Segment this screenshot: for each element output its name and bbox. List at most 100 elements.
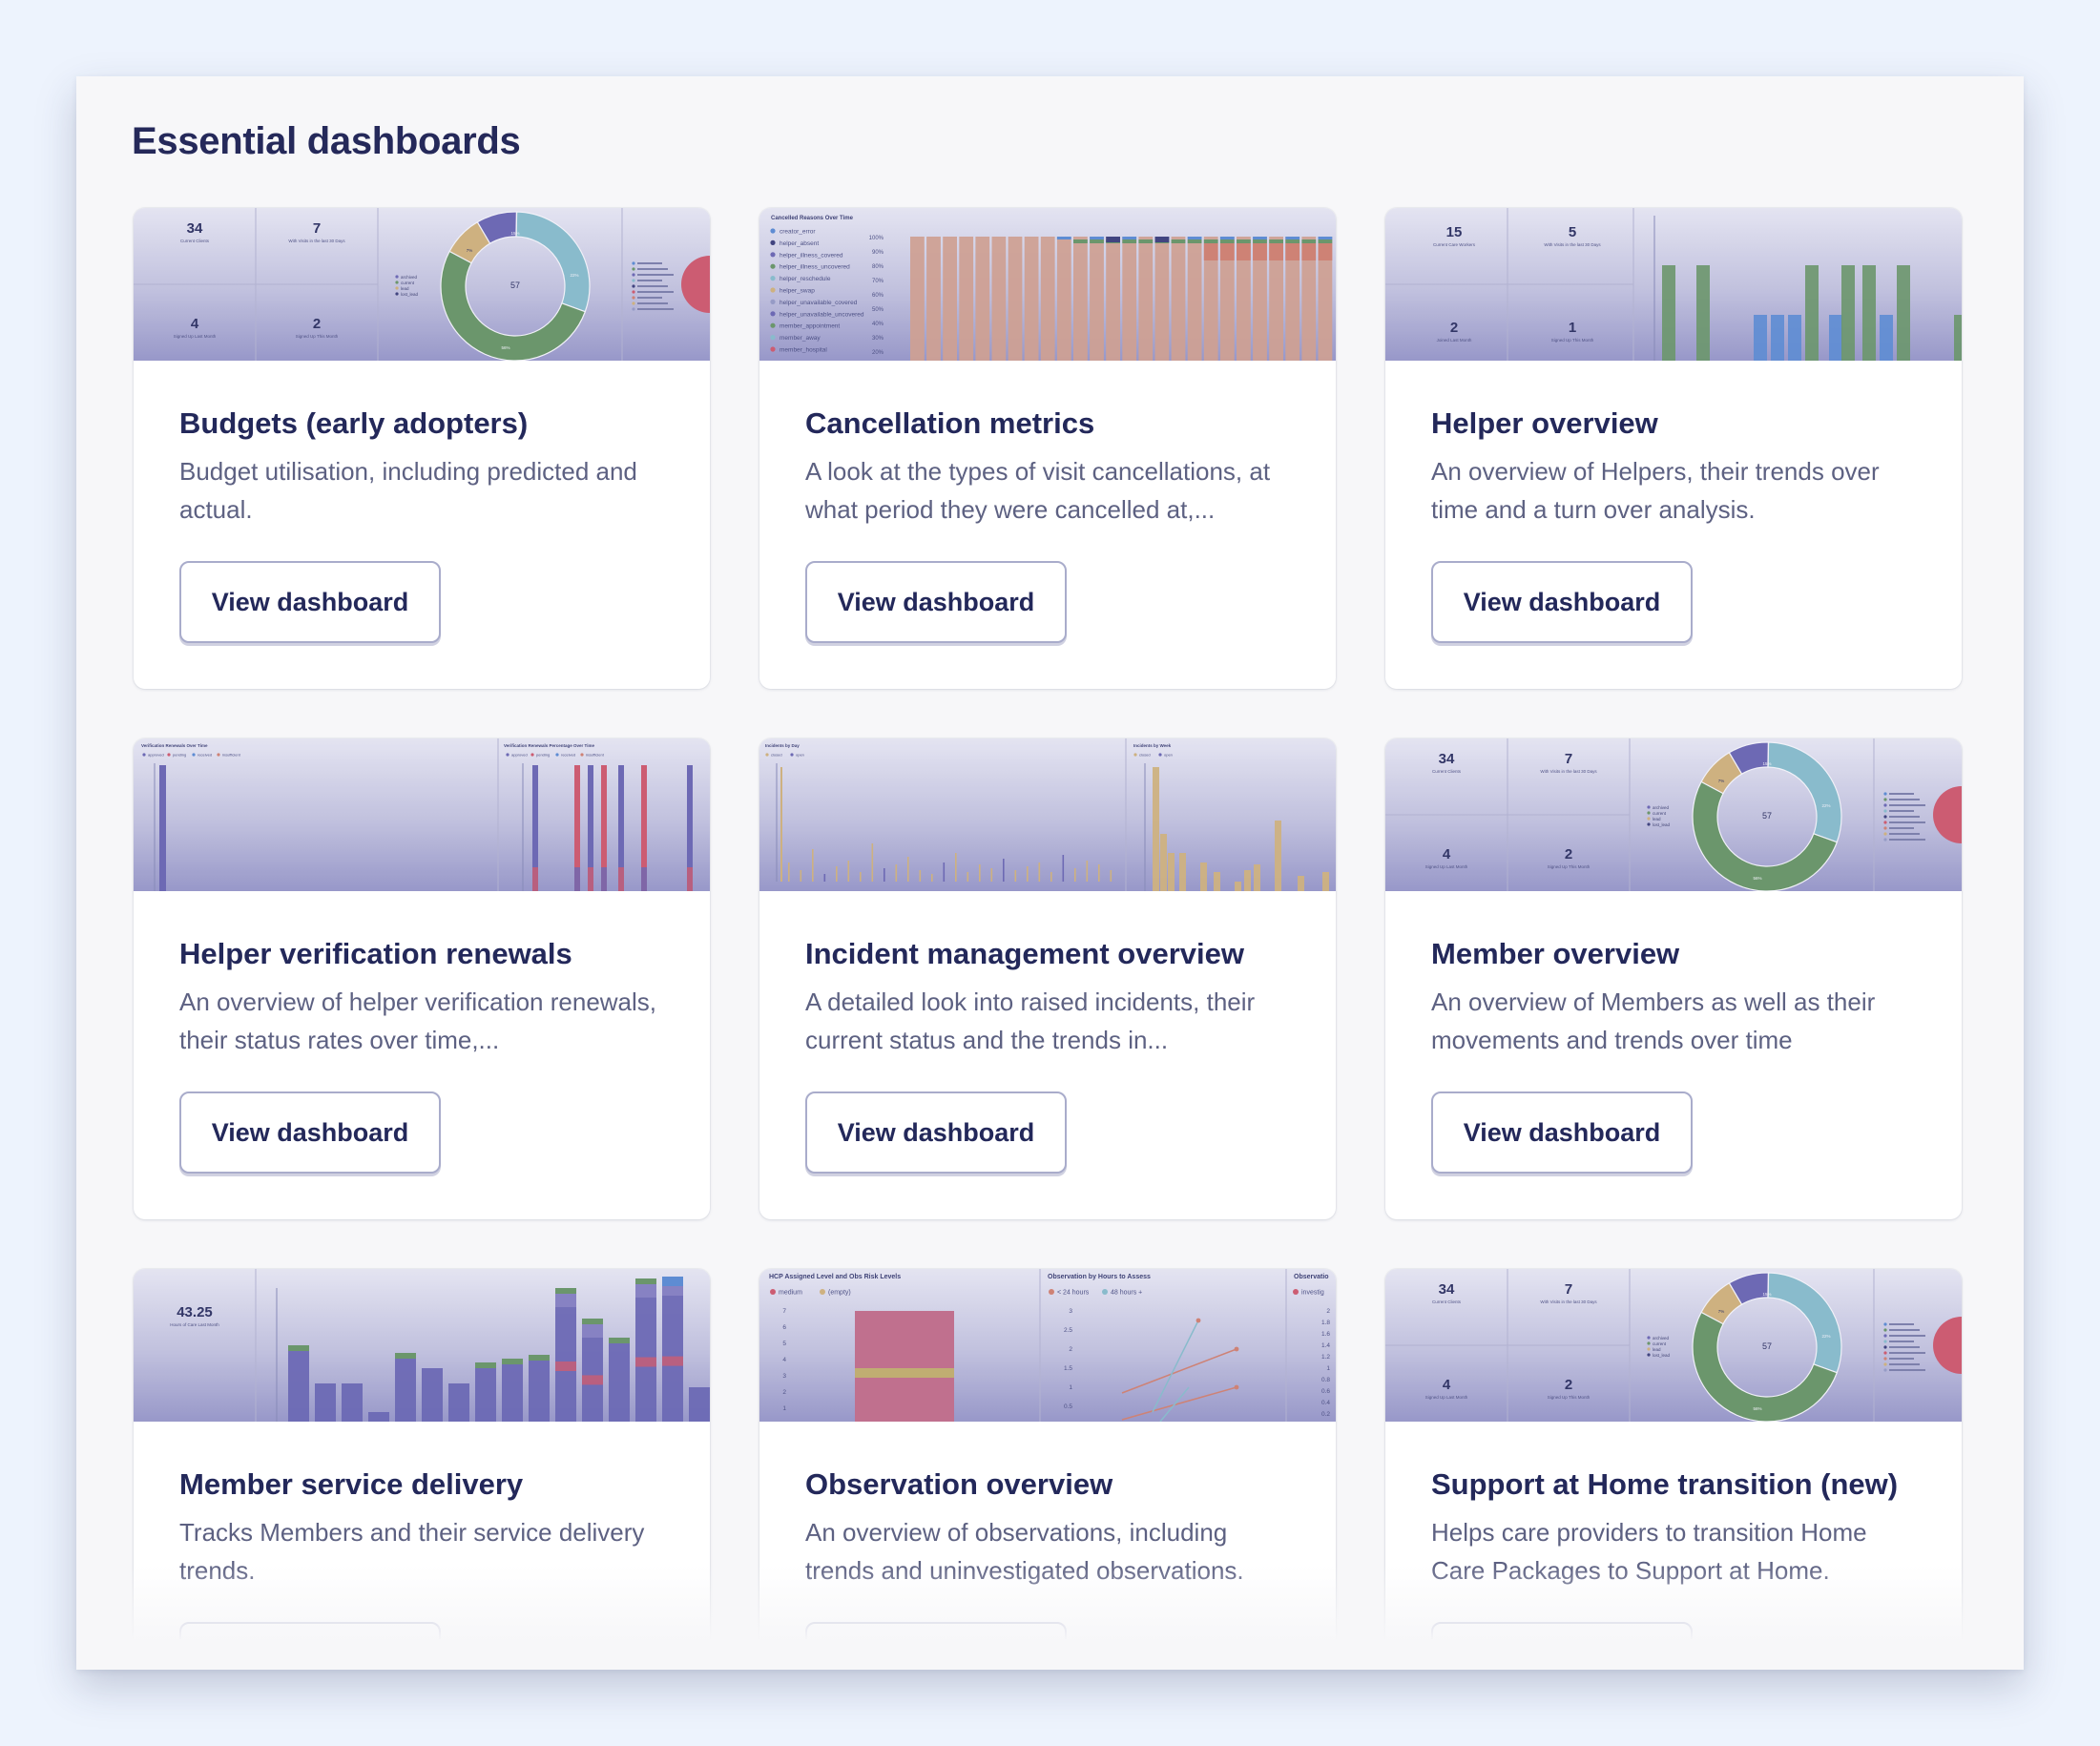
legend-label: received: [198, 753, 212, 758]
legend-dot: [1647, 822, 1651, 826]
legend-dot: [1883, 1322, 1887, 1326]
view-dashboard-button[interactable]: View dashboard: [805, 561, 1067, 643]
legend-label: lost_lead: [401, 292, 419, 297]
bar: [662, 1277, 683, 1422]
thumb-tint: [134, 208, 710, 361]
bar-seg: [1285, 243, 1300, 260]
bar: [502, 1359, 523, 1422]
thumb-tint: [759, 208, 1336, 361]
bar-seg: [1122, 239, 1137, 243]
view-dashboard-button[interactable]: View dashboard: [179, 1091, 441, 1174]
card-title: Observation overview: [805, 1467, 1113, 1501]
bar: [475, 1362, 496, 1422]
view-dashboard-button[interactable]: View dashboard: [1431, 561, 1693, 643]
bar: [1090, 237, 1104, 361]
legend-line: [637, 302, 668, 304]
bar-seg: [1187, 239, 1202, 243]
bar: [1168, 853, 1175, 891]
legend-label: current: [1653, 811, 1667, 816]
legend-label: (empty): [828, 1290, 851, 1297]
legend-label: lead: [1653, 1347, 1661, 1352]
tick-label: 1.6: [1321, 1331, 1330, 1338]
point: [1234, 1346, 1239, 1352]
legend-dot: [1883, 803, 1887, 807]
bar: [635, 1278, 656, 1422]
kpi-label: Signed Up Last Month: [174, 334, 217, 339]
bar: [1771, 315, 1784, 361]
legend-dot: [632, 284, 635, 288]
bar-seg: [1187, 237, 1202, 239]
tick-label: 80%: [872, 264, 884, 270]
bar: [1098, 864, 1100, 882]
tick-label: 0.2: [1321, 1411, 1330, 1418]
legend-dot: [395, 286, 399, 290]
legend-dot: [770, 346, 776, 352]
legend-label: helper_reschedule: [780, 276, 831, 282]
slice-label: 22%: [1821, 1334, 1830, 1339]
view-dashboard-button[interactable]: View dashboard: [1431, 1091, 1693, 1174]
tick-label: 1.4: [1321, 1342, 1330, 1349]
kpi-value: 7: [313, 220, 321, 237]
bar: [907, 857, 909, 882]
dashboard-thumbnail: Verification Renewals Over Time Verificat…: [134, 738, 710, 891]
bar-seg: [1285, 239, 1300, 243]
thumbnail-chart: 34 Current Clients 7 With Visits in the las…: [1385, 738, 1962, 891]
tick-label: 2: [782, 1389, 786, 1396]
partial-donut: [1933, 1317, 1962, 1374]
bar: [395, 1353, 416, 1422]
bar-seg: [1285, 237, 1300, 239]
legend-label: lead: [401, 286, 409, 291]
legend-dot: [530, 753, 534, 757]
bar: [788, 863, 790, 882]
legend-dot: [1883, 798, 1887, 801]
legend-dot: [217, 753, 220, 757]
chart-title: Verification Renewals Over Time: [141, 743, 208, 748]
bar: [1862, 265, 1876, 361]
donut-slice: [476, 211, 517, 245]
view-dashboard-button[interactable]: View dashboard: [179, 561, 441, 643]
tick-label: 3: [782, 1373, 786, 1380]
dashboard-grid: 34Current Clients7With Visits in the las…: [134, 208, 1965, 1670]
donut-slice: [1728, 1272, 1769, 1306]
series-line: [1121, 1348, 1237, 1394]
legend-dot: [770, 1289, 776, 1295]
legend-dot: [1102, 1289, 1108, 1295]
bar: [601, 765, 607, 891]
legend-dot: [1883, 1357, 1887, 1361]
legend-label: open: [796, 753, 804, 758]
tick-label: 100%: [869, 236, 884, 241]
slice-label: 7%: [1718, 1309, 1725, 1314]
bar: [926, 237, 941, 361]
bar: [689, 1387, 710, 1422]
tick-label: 0.8: [1321, 1377, 1330, 1383]
legend-dot: [1883, 838, 1887, 842]
slice-label: 56%: [1753, 876, 1761, 881]
legend-dot: [770, 239, 776, 245]
bar: [1237, 237, 1251, 361]
kpi-label: Joined Last Month: [1437, 338, 1472, 343]
legend-dot: [770, 252, 776, 258]
legend-line: [1889, 810, 1914, 812]
bar: [884, 868, 885, 882]
bar: [812, 849, 814, 882]
bar: [1179, 853, 1186, 891]
page-title: Essential dashboards: [132, 120, 521, 162]
tick-label: 1.5: [1064, 1365, 1072, 1372]
bar-seg: [687, 867, 693, 891]
card-title: Member overview: [1431, 937, 1680, 970]
legend-dot: [1647, 1347, 1651, 1351]
bar: [1160, 834, 1167, 891]
bar: [555, 1288, 576, 1422]
bar-seg: [502, 1359, 523, 1364]
bar: [979, 864, 981, 882]
bar: [943, 863, 946, 882]
view-dashboard-button[interactable]: View dashboard: [805, 1091, 1067, 1174]
kpi-value: 7: [1565, 751, 1572, 767]
bar: [1203, 237, 1218, 361]
legend-dot: [1883, 1345, 1887, 1349]
thumbnail-chart: Cancelled Reasons Over Time creator_error…: [759, 208, 1336, 361]
kpi-label: Current Clients: [1432, 769, 1462, 774]
dashboard-thumbnail: 15 Current Care Workers 5 With Visits in th…: [1385, 208, 1962, 361]
tick-label: 1: [1069, 1384, 1072, 1391]
legend-label: helper_unavailable_covered: [780, 300, 858, 306]
